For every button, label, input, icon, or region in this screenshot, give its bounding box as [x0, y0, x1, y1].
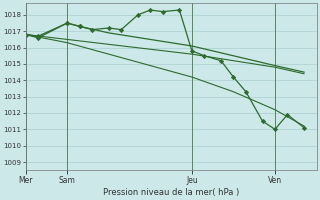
X-axis label: Pression niveau de la mer( hPa ): Pression niveau de la mer( hPa )	[103, 188, 239, 197]
